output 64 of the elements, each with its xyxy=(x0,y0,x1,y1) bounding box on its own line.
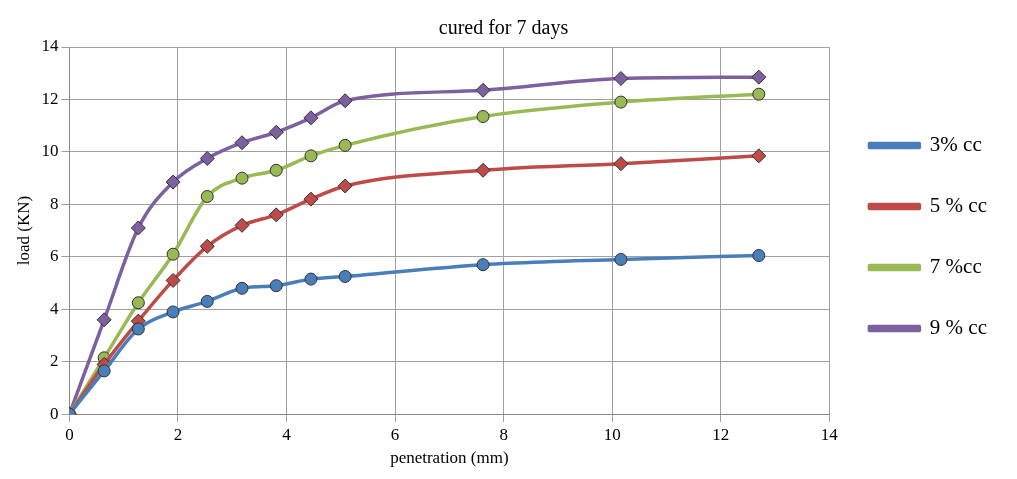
y-tick-label: 6 xyxy=(49,246,59,266)
point xyxy=(130,220,146,236)
point xyxy=(235,281,249,295)
point xyxy=(303,191,319,207)
x-axis-title: penetration (mm) xyxy=(390,448,509,468)
point xyxy=(613,156,629,172)
point xyxy=(234,135,250,151)
point xyxy=(337,178,353,194)
point xyxy=(165,174,181,190)
point xyxy=(303,110,319,126)
point xyxy=(613,70,629,86)
legend-label: 9 % cc xyxy=(929,315,988,340)
point xyxy=(338,270,352,283)
x-tick-label: 8 xyxy=(499,424,508,444)
point xyxy=(234,217,250,233)
point xyxy=(476,110,490,124)
y-tick-label: 14 xyxy=(41,36,59,56)
point xyxy=(337,93,353,109)
point xyxy=(166,247,180,261)
y-tick-label: 4 xyxy=(49,298,59,318)
point xyxy=(165,272,181,288)
point xyxy=(200,294,214,308)
point xyxy=(751,69,767,85)
y-axis-title: load (KN) xyxy=(13,195,33,266)
y-tick-label: 2 xyxy=(49,351,59,371)
point xyxy=(304,272,318,286)
point xyxy=(166,305,180,319)
legend-label: 5 % cc xyxy=(929,193,988,218)
point xyxy=(268,207,284,223)
point xyxy=(751,148,767,164)
point xyxy=(475,82,491,98)
point xyxy=(338,138,352,152)
legend-label: 7 %cc xyxy=(929,254,982,279)
x-tick-label: 4 xyxy=(282,424,292,444)
x-tick-label: 2 xyxy=(173,424,183,444)
chart-title: cured for 7 days xyxy=(438,16,569,40)
y-tick-label: 8 xyxy=(49,193,59,213)
y-tick-label: 12 xyxy=(41,88,59,108)
point xyxy=(131,296,145,310)
x-tick-label: 0 xyxy=(65,424,74,444)
x-tick-label: 14 xyxy=(820,424,839,444)
point xyxy=(235,171,249,185)
point xyxy=(614,95,628,109)
point xyxy=(199,238,215,254)
point xyxy=(475,162,491,178)
x-tick-label: 6 xyxy=(390,424,400,444)
point xyxy=(199,150,215,166)
x-tick-label: 10 xyxy=(603,424,621,444)
legend-label: 3% cc xyxy=(929,132,982,157)
point xyxy=(269,279,283,293)
point xyxy=(131,322,145,336)
point xyxy=(97,364,111,378)
point xyxy=(96,312,112,328)
x-tick-label: 12 xyxy=(712,424,730,444)
point xyxy=(752,249,766,263)
point xyxy=(200,190,214,203)
point xyxy=(752,87,766,101)
y-tick-label: 10 xyxy=(41,141,59,161)
y-tick-label: 0 xyxy=(49,403,59,423)
point xyxy=(614,252,628,266)
point xyxy=(476,258,490,272)
point xyxy=(269,163,283,177)
point xyxy=(268,124,284,140)
point xyxy=(304,149,318,163)
